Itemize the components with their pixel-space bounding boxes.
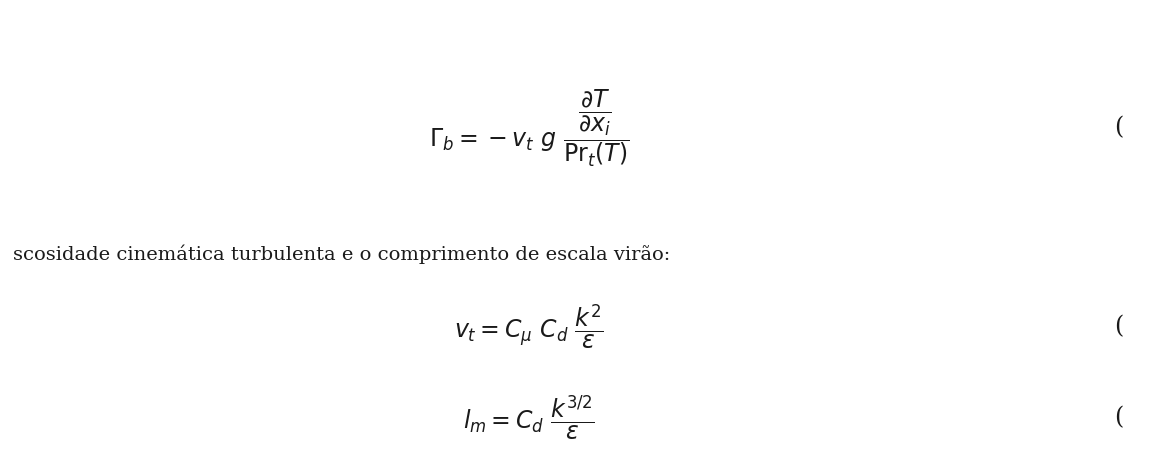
- Text: (: (: [1114, 116, 1124, 140]
- Text: scosidade cinemática turbulenta e o comprimento de escala virão:: scosidade cinemática turbulenta e o comp…: [13, 245, 670, 264]
- Text: $v_t = C_{\mu} \ C_d \ \dfrac{k^2}{\varepsilon}$: $v_t = C_{\mu} \ C_d \ \dfrac{k^2}{\vare…: [454, 303, 604, 351]
- Text: $l_m = C_d \ \dfrac{k^{3/2}}{\varepsilon}$: $l_m = C_d \ \dfrac{k^{3/2}}{\varepsilon…: [463, 393, 595, 442]
- Text: (: (: [1114, 315, 1124, 339]
- Text: $\Gamma_b = -v_t \ g \ \dfrac{\dfrac{\partial T}{\partial x_i}}{\mathrm{Pr}_t(T): $\Gamma_b = -v_t \ g \ \dfrac{\dfrac{\pa…: [429, 87, 629, 169]
- Text: (: (: [1114, 406, 1124, 429]
